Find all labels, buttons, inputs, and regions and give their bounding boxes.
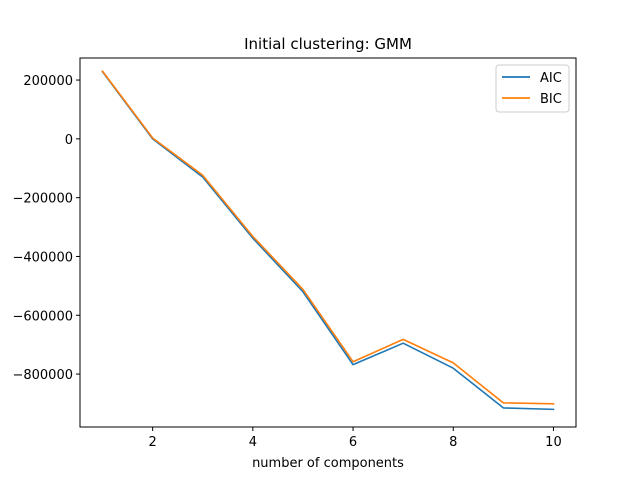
y-tick-label: −400000: [12, 250, 73, 265]
x-tick-label: 6: [349, 435, 357, 450]
series-line-aic: [101, 70, 555, 411]
x-axis-label: number of components: [252, 456, 404, 471]
plot-area: 2 4 6 8 10 200000 0 −200000 −400000 −600000 −80000…: [12, 57, 577, 450]
y-tick-label: −800000: [12, 368, 73, 383]
y-tick-label: 200000: [23, 74, 73, 89]
y-tick-label: −600000: [12, 309, 73, 324]
x-tick-label: 2: [149, 435, 157, 450]
legend-label-aic: AIC: [540, 71, 562, 86]
y-tick-label: 0: [65, 133, 73, 148]
y-tick-label: −200000: [12, 192, 73, 207]
chart-title: Initial clustering: GMM: [244, 35, 412, 53]
legend-label-bic: BIC: [540, 92, 562, 107]
x-tick-label: 4: [249, 435, 257, 450]
axes-frame: [79, 57, 577, 428]
x-tick-label: 10: [545, 435, 562, 450]
series-line-bic: [101, 70, 555, 405]
x-tick-label: 8: [449, 435, 457, 450]
legend: AIC BIC: [495, 64, 570, 113]
